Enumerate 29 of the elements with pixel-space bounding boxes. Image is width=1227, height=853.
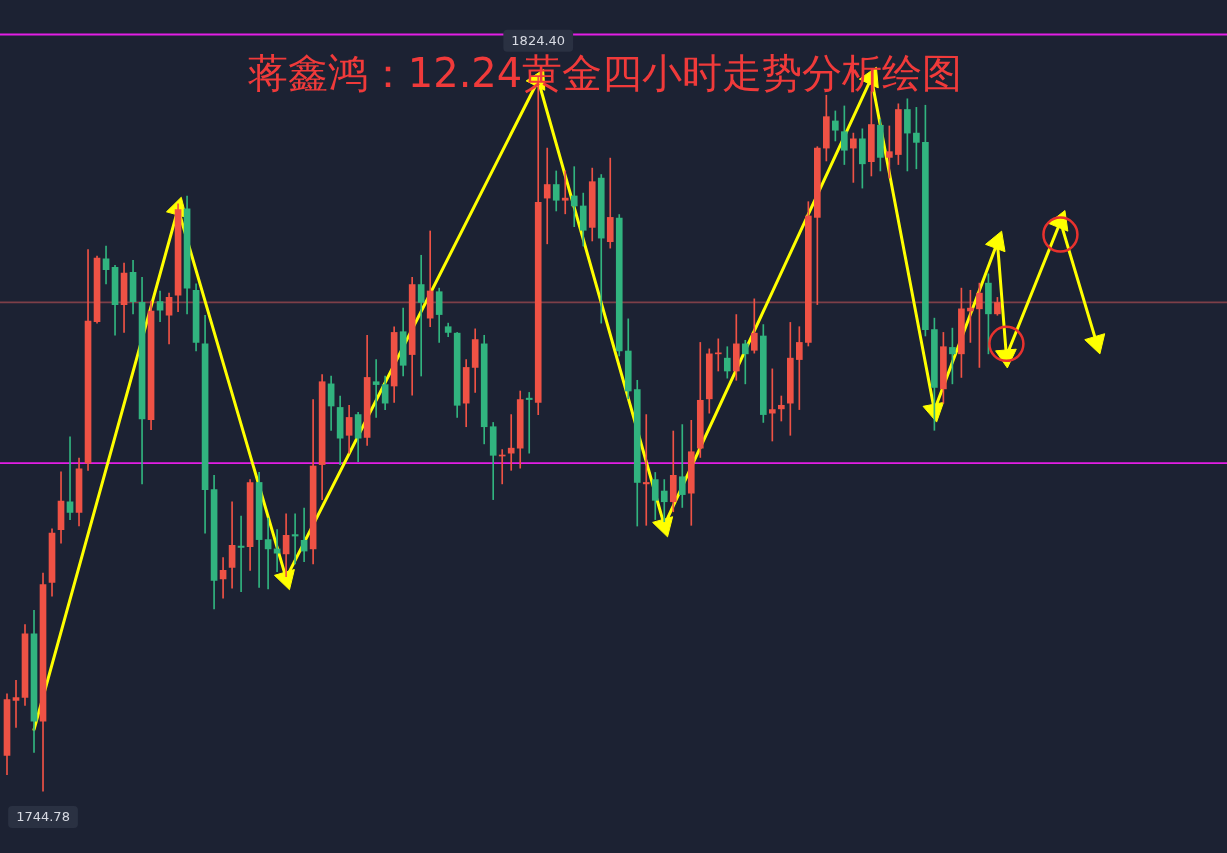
chart-title: 蒋鑫鸿：12.24黄金四小时走势分析绘图 xyxy=(247,50,963,96)
candlestick xyxy=(417,254,425,377)
candlestick xyxy=(642,414,650,526)
point xyxy=(273,569,295,591)
candlestick xyxy=(228,501,236,589)
candlestick xyxy=(660,479,668,523)
candlestick xyxy=(678,424,686,508)
candlestick xyxy=(570,166,578,228)
point xyxy=(1042,216,1079,253)
annotation: 1824.40 xyxy=(511,33,566,49)
candlestick xyxy=(543,147,551,245)
point xyxy=(652,516,674,538)
candlestick xyxy=(525,392,533,454)
candlestick xyxy=(741,339,749,385)
point xyxy=(922,401,944,423)
point xyxy=(988,325,1025,363)
candlestick xyxy=(273,529,281,573)
point xyxy=(1084,333,1106,355)
candlestick xyxy=(66,436,74,520)
candlestick xyxy=(12,680,20,728)
candlestick xyxy=(768,368,776,442)
candlestick xyxy=(777,395,785,422)
annotation: 1744.78 xyxy=(16,809,70,825)
candlestick xyxy=(372,359,380,418)
candlestick xyxy=(561,170,569,215)
candlestick xyxy=(796,326,803,410)
candlestick xyxy=(264,517,272,590)
point xyxy=(985,230,1006,253)
candlestick xyxy=(507,414,515,471)
